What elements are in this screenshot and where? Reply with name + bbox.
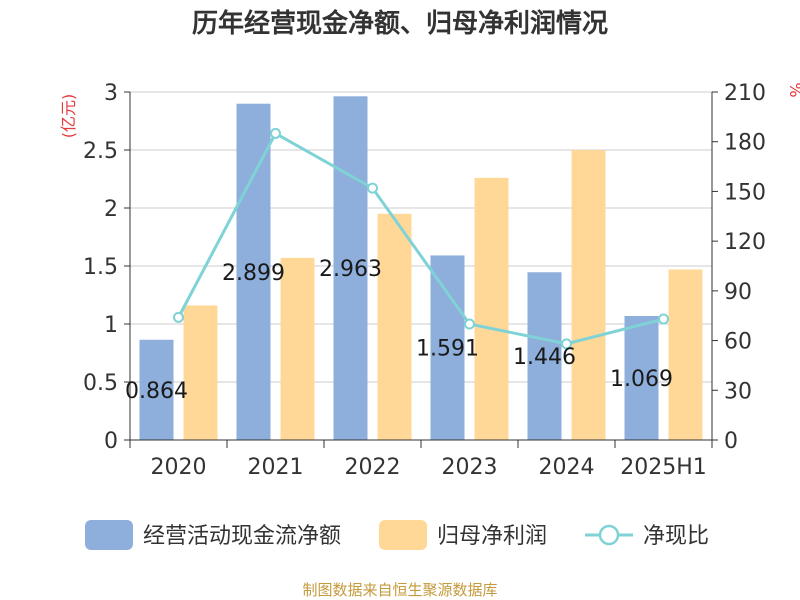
left-tick-label: 3 <box>104 81 118 106</box>
left-axis-unit: (亿元) <box>59 94 78 139</box>
ratio-point <box>367 182 378 194</box>
legend: 经营活动现金流净额 归母净利润 净现比 <box>85 520 709 550</box>
legend-ratio-marker <box>598 524 620 546</box>
legend-net-profit-swatch <box>379 520 428 550</box>
chart-title: 历年经营现金净额、归母净利润情况 <box>192 8 608 39</box>
legend-label: 净现比 <box>643 524 709 549</box>
x-tick-label: 2024 <box>539 455 595 480</box>
right-tick-label: 60 <box>724 330 752 355</box>
cash-flow-bar <box>527 272 562 440</box>
x-tick-label: 2025H1 <box>620 455 707 480</box>
cash-flow-bar <box>430 255 465 440</box>
cash-flow-value-label: 1.591 <box>416 337 479 362</box>
x-tick-label: 2022 <box>345 455 401 480</box>
net-profit-bar <box>377 213 412 440</box>
cash-flow-bar <box>236 103 271 440</box>
cash-flow-value-label: 1.446 <box>513 345 576 370</box>
right-tick-label: 210 <box>724 81 766 106</box>
x-tick-label: 2021 <box>248 455 304 480</box>
source-note: 制图数据来自恒生聚源数据库 <box>302 581 497 599</box>
right-tick-label: 180 <box>724 131 766 156</box>
ratio-point <box>270 127 281 139</box>
cash-flow-value-label: 1.069 <box>610 367 673 392</box>
left-tick-label: 1.5 <box>83 255 118 280</box>
cash-flow-bar <box>139 339 174 440</box>
net-profit-bar <box>474 177 509 440</box>
cash-flow-value-label: 2.963 <box>319 257 382 282</box>
ratio-point <box>173 311 184 323</box>
axes: 00.511.522.530306090120150180210(亿元)%202… <box>59 81 800 480</box>
ratio-point <box>561 338 572 350</box>
ratio-line-path <box>177 131 664 346</box>
right-tick-label: 30 <box>724 379 752 404</box>
left-tick-label: 1 <box>104 313 118 338</box>
x-tick-label: 2020 <box>151 455 207 480</box>
bars <box>139 96 703 441</box>
cash-flow-bar <box>333 96 368 441</box>
legend-label: 经营活动现金流净额 <box>143 524 341 549</box>
ratio-point <box>658 313 669 325</box>
left-tick-label: 0.5 <box>83 371 118 396</box>
grid <box>130 91 712 383</box>
cash-flow-bar <box>624 315 659 440</box>
data-labels: 0.864 2.899 2.963 1.591 1.446 1.069 <box>125 257 673 404</box>
cash-flow-value-label: 0.864 <box>125 379 188 404</box>
legend-cash-flow-swatch <box>85 520 133 550</box>
net-profit-bar <box>668 269 703 440</box>
net-profit-bar <box>183 305 218 440</box>
cash-flow-value-label: 2.899 <box>222 261 285 286</box>
ratio-point <box>464 318 475 330</box>
net-profit-bar <box>571 150 606 440</box>
left-tick-label: 2 <box>104 197 118 222</box>
right-tick-label: 150 <box>724 180 766 205</box>
left-tick-label: 0 <box>104 429 118 454</box>
right-tick-label: 0 <box>724 429 738 454</box>
x-tick-label: 2023 <box>442 455 498 480</box>
right-tick-label: 90 <box>724 280 752 305</box>
right-axis-unit: % <box>786 82 800 97</box>
net-profit-bar <box>280 257 315 440</box>
ratio-line <box>173 127 669 350</box>
left-tick-label: 2.5 <box>83 139 118 164</box>
right-tick-label: 120 <box>724 230 766 255</box>
legend-label: 归母净利润 <box>437 524 547 549</box>
